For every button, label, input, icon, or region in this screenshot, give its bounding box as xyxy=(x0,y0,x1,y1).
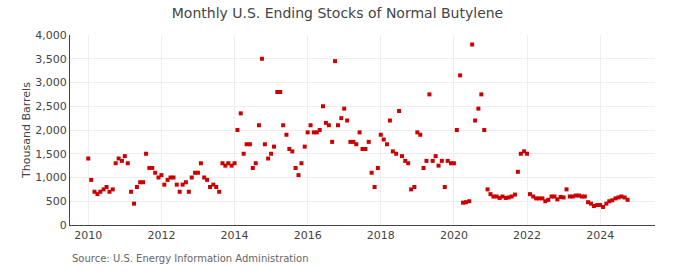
svg-text:2,000: 2,000 xyxy=(35,124,67,137)
svg-text:Source: U.S. Energy Informatio: Source: U.S. Energy Information Administ… xyxy=(72,253,309,264)
svg-text:2010: 2010 xyxy=(74,229,102,242)
svg-text:500: 500 xyxy=(46,195,67,208)
svg-text:0: 0 xyxy=(60,219,67,232)
svg-text:2014: 2014 xyxy=(221,229,249,242)
svg-text:4,000: 4,000 xyxy=(35,29,67,42)
svg-text:2012: 2012 xyxy=(147,229,175,242)
svg-text:1,000: 1,000 xyxy=(35,171,67,184)
svg-text:2016: 2016 xyxy=(294,229,322,242)
svg-text:3,000: 3,000 xyxy=(35,76,67,89)
svg-text:2024: 2024 xyxy=(586,229,614,242)
svg-text:2022: 2022 xyxy=(513,229,541,242)
svg-text:1,500: 1,500 xyxy=(35,148,67,161)
svg-text:2018: 2018 xyxy=(367,229,395,242)
svg-text:2020: 2020 xyxy=(440,229,468,242)
svg-text:Thousand Barrels: Thousand Barrels xyxy=(20,82,33,179)
svg-text:2,500: 2,500 xyxy=(35,100,67,113)
svg-text:Monthly U.S. Ending Stocks of: Monthly U.S. Ending Stocks of Normal But… xyxy=(172,5,503,21)
svg-text:3,500: 3,500 xyxy=(35,53,67,66)
